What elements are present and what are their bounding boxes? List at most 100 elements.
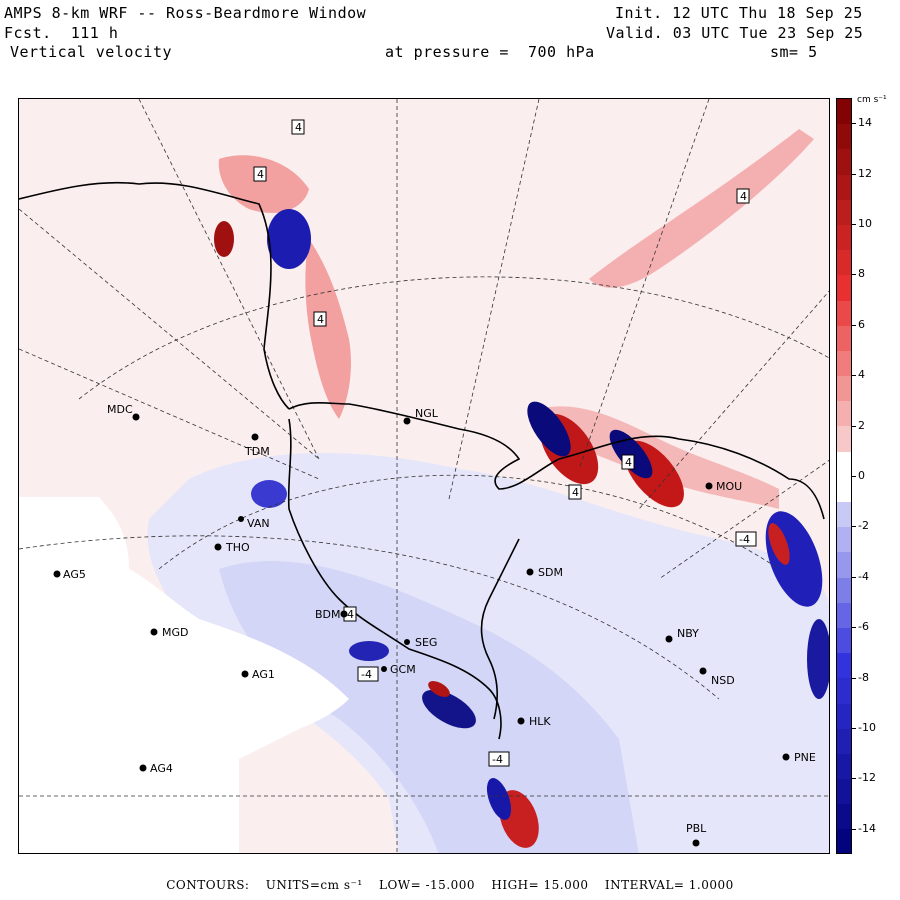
- colorbar-tick: [852, 324, 856, 326]
- coastline: [19, 181, 825, 740]
- svg-text:PBL: PBL: [686, 822, 707, 835]
- colorbar-segment: [837, 779, 851, 805]
- colorbar-segment: [837, 451, 851, 477]
- colorbar-segment: [837, 325, 851, 351]
- colorbar-segment: [837, 527, 851, 553]
- svg-text:MOU: MOU: [716, 480, 742, 493]
- svg-text:-4: -4: [361, 668, 372, 681]
- colorbar-tick: [852, 123, 856, 125]
- station-mgd: MGD: [150, 626, 189, 639]
- colorbar-label: 0: [858, 469, 865, 482]
- svg-text:HLK: HLK: [529, 715, 551, 728]
- station-pne: PNE: [782, 751, 816, 764]
- colorbar-segment: [837, 300, 851, 326]
- contour-label-neg4-a: -4: [357, 666, 379, 682]
- station-nby: NBY: [665, 627, 699, 643]
- svg-text:GCM: GCM: [390, 663, 416, 676]
- ascent-core-3: [214, 221, 234, 257]
- colorbar-tick: [852, 677, 856, 679]
- ascent-band-2: [218, 155, 309, 213]
- station-pbl: PBL: [686, 822, 707, 847]
- colorbar-segment: [837, 174, 851, 200]
- descent-core-8: [251, 480, 287, 508]
- colorbar-label: -6: [858, 620, 869, 634]
- contour-label-4-c: 4: [313, 311, 327, 327]
- svg-text:AG5: AG5: [63, 568, 86, 581]
- svg-text:BDM: BDM: [315, 608, 341, 621]
- svg-text:MGD: MGD: [162, 626, 189, 639]
- svg-text:TDM: TDM: [244, 445, 270, 458]
- colorbar-tick: [852, 425, 856, 427]
- contour-label-neg4-b: -4: [488, 751, 510, 767]
- footer-low: LOW= -15.000: [378, 878, 476, 892]
- contour-label-4-e: 4: [568, 484, 582, 500]
- colorbar-segment: [837, 627, 851, 654]
- ascent-core-4: [768, 523, 790, 565]
- contour-label-4-f: 4: [621, 454, 635, 470]
- colorbar-label: 14: [858, 116, 872, 130]
- colorbar-segment: [837, 804, 851, 830]
- colorbar-segment: [837, 99, 851, 125]
- colorbar-segment: [837, 476, 851, 502]
- svg-text:AG1: AG1: [252, 668, 275, 681]
- colorbar-tick: [852, 375, 856, 377]
- colorbar-segment: [837, 376, 851, 402]
- map-canvas: 4 4 4 4 4 4 4 -4 -4 -4 MDC TDM NGL MOU T…: [19, 99, 829, 853]
- svg-text:4: 4: [347, 608, 354, 621]
- colorbar-label: 8: [858, 267, 865, 281]
- colorbar-segment: [837, 199, 851, 225]
- station-ag4: AG4: [139, 762, 173, 775]
- station-gcm: GCM: [381, 663, 416, 676]
- colorbar-segment: [837, 350, 851, 377]
- station-hlk: HLK: [517, 715, 551, 728]
- colorbar-label: 2: [858, 418, 865, 432]
- colorbar-tick: [852, 828, 856, 830]
- svg-text:AG4: AG4: [150, 762, 173, 775]
- colorbar-segment: [837, 401, 851, 427]
- colorbar-segment: [837, 678, 851, 704]
- station-van: VAN: [238, 516, 270, 530]
- station-ag1: AG1: [241, 668, 275, 681]
- footer-contours: CONTOURS:: [166, 878, 250, 892]
- svg-text:SDM: SDM: [538, 566, 563, 579]
- ascent-band-3: [589, 129, 814, 288]
- colorbar-segment: [837, 829, 851, 853]
- colorbar-tick: [852, 173, 856, 175]
- colorbar-segment: [837, 602, 851, 628]
- svg-text:-4: -4: [739, 533, 750, 546]
- colorbar-tick: [852, 576, 856, 578]
- pressure-level: at pressure = 700 hPa: [385, 43, 595, 61]
- colorbar-label: 4: [858, 368, 865, 382]
- svg-text:VAN: VAN: [247, 517, 270, 530]
- descent-core-9: [349, 641, 389, 661]
- colorbar-label: 12: [858, 166, 872, 180]
- footer-interval: INTERVAL= 1.0000: [604, 878, 734, 892]
- colorbar-segment: [837, 502, 851, 528]
- map-title: AMPS 8-km WRF -- Ross-Beardmore Window: [4, 4, 367, 22]
- svg-text:-4: -4: [492, 753, 503, 766]
- svg-text:SEG: SEG: [415, 636, 437, 649]
- footer-high: HIGH= 15.000: [491, 878, 589, 892]
- descent-core-6: [422, 689, 476, 729]
- svg-text:4: 4: [317, 313, 324, 326]
- colorbar-tick: [852, 274, 856, 276]
- colorbar-segment: [837, 124, 851, 150]
- colorbar: [836, 98, 852, 854]
- descent-core-7: [486, 778, 512, 820]
- contour-label-4-d: 4: [736, 188, 750, 204]
- contour-label-4-b: 4: [253, 166, 267, 182]
- station-ag5: AG5: [53, 568, 86, 581]
- station-sdm: SDM: [526, 566, 563, 579]
- colorbar-segment: [837, 577, 851, 603]
- station-mou: MOU: [705, 480, 742, 493]
- svg-text:THO: THO: [225, 541, 250, 554]
- colorbar-units: cm s⁻¹: [857, 95, 887, 105]
- station-bdm: BDM: [315, 608, 348, 621]
- colorbar-label: -10: [858, 721, 876, 734]
- colorbar-label: 6: [858, 317, 865, 331]
- colorbar-segment: [837, 753, 851, 780]
- svg-text:NSD: NSD: [711, 674, 735, 687]
- colorbar-segment: [837, 728, 851, 754]
- map-panel: 4 4 4 4 4 4 4 -4 -4 -4 MDC TDM NGL MOU T…: [18, 98, 830, 854]
- svg-text:NGL: NGL: [415, 407, 439, 420]
